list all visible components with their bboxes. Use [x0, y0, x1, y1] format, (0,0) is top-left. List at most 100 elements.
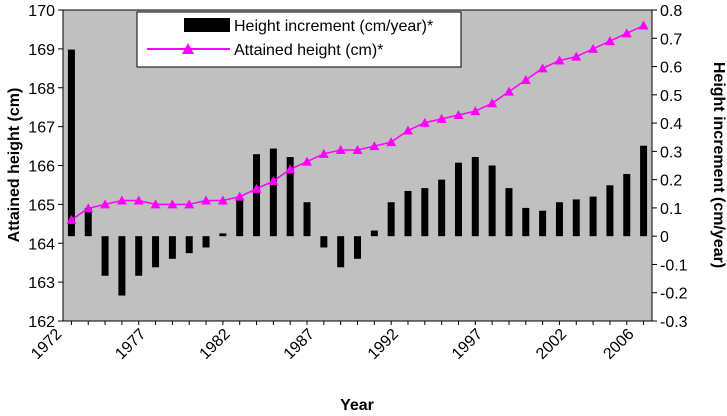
right-tick-label: -0.3 — [660, 314, 688, 331]
line-point-2005 — [604, 36, 615, 46]
bar-1999 — [505, 188, 513, 237]
line-point-1978 — [150, 199, 161, 209]
bar-1987 — [303, 202, 311, 237]
x-tick-label: 1997 — [449, 326, 486, 363]
right-tick-label: 0.7 — [660, 31, 682, 48]
left-tick-label: 164 — [28, 236, 55, 253]
bar-1997 — [471, 157, 479, 237]
line-point-1989 — [335, 144, 346, 154]
line-point-1980 — [184, 199, 195, 209]
line-point-1986 — [285, 164, 296, 174]
line-point-1976 — [116, 195, 127, 205]
right-tick-label: 0 — [660, 229, 669, 246]
legend-bar-swatch — [184, 18, 230, 32]
line-point-1999 — [503, 86, 514, 96]
line-point-1998 — [487, 98, 498, 108]
bar-1990 — [354, 236, 361, 259]
legend-label-increment: Height increment (cm/year)* — [234, 18, 433, 35]
line-point-1993 — [402, 125, 413, 135]
line-point-2001 — [537, 63, 548, 73]
line-point-2007 — [638, 20, 649, 30]
line-point-2004 — [588, 43, 599, 53]
line-point-1977 — [133, 195, 144, 205]
line-point-1995 — [436, 113, 447, 123]
line-point-1996 — [453, 109, 464, 119]
bar-1996 — [454, 162, 462, 237]
bar-1995 — [438, 179, 446, 237]
line-point-1994 — [419, 117, 430, 127]
bar-1989 — [337, 236, 345, 268]
x-tick-label: 2002 — [533, 326, 570, 363]
line-point-1983 — [234, 191, 245, 201]
left-tick-label: 167 — [28, 120, 55, 137]
x-tick-label: 1972 — [28, 326, 65, 363]
right-tick-label: -0.2 — [660, 286, 688, 303]
bar-1982 — [219, 233, 227, 237]
line-point-2002 — [554, 55, 565, 65]
left-tick-label: 163 — [28, 275, 55, 292]
line-point-1974 — [83, 203, 94, 213]
right-axis: -0.3 -0.2 -0.1 0 0.1 0.2 0.3 0.4 0.5 0.6 0.7 0.8 — [652, 3, 688, 331]
bar-1978 — [152, 236, 160, 268]
bar-1974 — [84, 207, 92, 237]
bar-2007 — [640, 145, 648, 237]
bar-2000 — [522, 207, 530, 237]
y-axis-left-title: Attained height (cm) — [6, 88, 23, 243]
bar-1979 — [168, 236, 176, 259]
bar-1980 — [185, 236, 193, 254]
bar-2002 — [555, 202, 563, 237]
left-tick-label: 169 — [28, 42, 55, 59]
right-tick-label: 0.6 — [660, 60, 682, 77]
bar-1981 — [202, 236, 210, 248]
right-tick-label: -0.1 — [660, 257, 688, 274]
right-tick-label: 0.2 — [660, 173, 682, 190]
line-point-1992 — [386, 137, 397, 147]
line-point-1979 — [167, 199, 178, 209]
line-point-1984 — [251, 183, 262, 193]
bar-1973 — [67, 49, 75, 237]
bar-1977 — [135, 236, 143, 276]
bar-2001 — [539, 210, 547, 237]
line-point-1981 — [201, 195, 212, 205]
y-axis-right-title: Height increment (cm/year) — [710, 62, 727, 268]
right-tick-label: 0.3 — [660, 144, 682, 161]
line-point-2000 — [520, 74, 531, 84]
bar-1991 — [370, 230, 378, 237]
left-axis: 162 163 164 165 166 167 168 169 170 — [28, 3, 63, 331]
bar-1983 — [236, 199, 244, 237]
line-point-1997 — [470, 106, 481, 116]
line-point-1985 — [268, 176, 279, 186]
bar-2005 — [606, 185, 614, 237]
line-point-2003 — [571, 51, 582, 61]
bar-1998 — [488, 165, 496, 237]
bar-1993 — [404, 190, 412, 237]
x-axis-title: Year — [340, 397, 374, 414]
right-tick-label: 0.1 — [660, 201, 682, 218]
bar-1976 — [118, 236, 126, 296]
x-axis: 1972 1977 1982 1987 1992 1997 2002 2006 — [28, 321, 645, 363]
x-tick-label: 1982 — [197, 326, 234, 363]
x-tick-label: 2006 — [600, 326, 637, 363]
bar-1994 — [421, 188, 429, 237]
bar-2004 — [589, 196, 597, 237]
right-tick-label: 0.8 — [660, 3, 682, 20]
line-point-1991 — [369, 141, 380, 151]
left-tick-label: 168 — [28, 81, 55, 98]
line-series — [66, 20, 649, 224]
x-tick-label: 1992 — [365, 326, 402, 363]
line-point-2006 — [621, 28, 632, 38]
line-point-1988 — [318, 148, 329, 158]
right-tick-label: 0.5 — [660, 88, 682, 105]
x-tick-label: 1977 — [112, 326, 149, 363]
left-tick-label: 170 — [28, 3, 55, 20]
left-tick-label: 166 — [28, 159, 55, 176]
line-point-1990 — [352, 144, 363, 154]
line-point-1975 — [100, 199, 111, 209]
left-tick-label: 162 — [28, 314, 55, 331]
right-tick-label: 0.4 — [660, 116, 682, 133]
line-point-1987 — [302, 156, 313, 166]
legend-label-attained: Attained height (cm)* — [234, 42, 383, 59]
line-point-1973 — [66, 214, 77, 224]
left-tick-label: 165 — [28, 197, 55, 214]
